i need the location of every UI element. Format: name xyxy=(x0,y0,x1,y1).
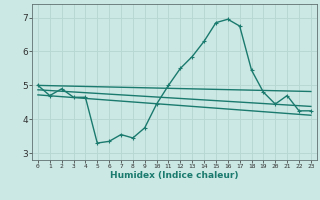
X-axis label: Humidex (Indice chaleur): Humidex (Indice chaleur) xyxy=(110,171,239,180)
